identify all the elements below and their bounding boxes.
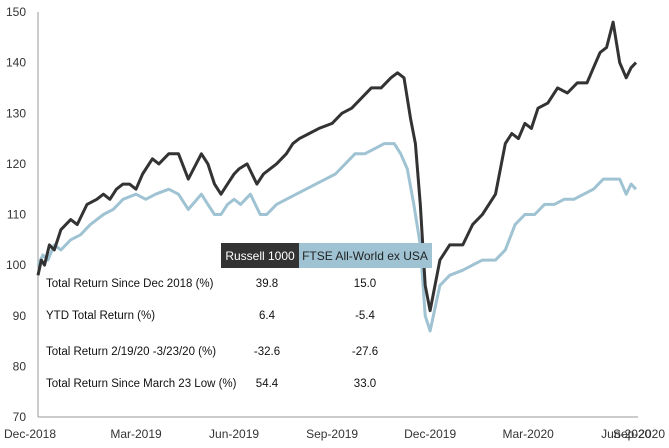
x-tick-labels: Dec-2018 Mar-2019 Jun-2019 Sep-2019 Dec-2019… [4,427,665,441]
axes [37,12,638,418]
row-label: YTD Total Return (%) [46,310,155,322]
x-tick-label: Dec-2018 [4,427,56,441]
ftse-value: -5.4 [355,310,375,322]
x-tick-label: Sep-2020 [613,427,665,441]
x-tick-label: Dec-2019 [404,427,456,441]
russell-header-bg [221,243,299,268]
y-tick-label: 80 [13,359,27,373]
x-tick-label: Sep-2019 [306,427,358,441]
ftse-header-label: FTSE All-World ex USA [302,249,428,263]
ftse-all-world-ex-usa-line [36,142,638,333]
russell-header-label: Russell 1000 [225,249,295,263]
x-tick-label: Jun-2020 [601,427,651,441]
y-tick-label: 110 [7,208,26,222]
x-tick-label: Jun-2019 [209,427,259,441]
row-label: Total Return 2/19/20 -3/23/20 (%) [46,346,216,358]
y-tick-label: 130 [6,106,26,120]
y-tick-labels: 70 80 90 100 110 120 130 140 150 [6,5,26,424]
y-tick-label: 150 [6,5,26,19]
x-tick-label: Mar-2020 [502,427,554,441]
y-tick-label: 70 [13,410,27,424]
row-label: Total Return Since Dec 2018 (%) [46,278,214,290]
russell-value: 6.4 [259,310,276,322]
series-layer [36,20,638,333]
russell-1000-line [36,20,638,313]
ftse-value: -27.6 [352,346,378,358]
row-label: Total Return Since March 23 Low (%) [46,378,237,390]
stats-table: Russell 1000 FTSE All-World ex USA Total… [46,243,432,390]
ftse-header-bg [299,243,432,268]
russell-value: 54.4 [256,378,279,390]
russell-value: -32.6 [254,346,280,358]
x-tick-label: Mar-2019 [110,427,162,441]
y-tick-label: 90 [13,309,27,323]
russell-value: 39.8 [256,278,278,290]
y-tick-label: 120 [6,157,26,171]
ftse-value: 15.0 [354,278,376,290]
y-tick-label: 100 [6,258,26,272]
y-tick-label: 140 [6,56,26,70]
ftse-value: 33.0 [354,378,376,390]
